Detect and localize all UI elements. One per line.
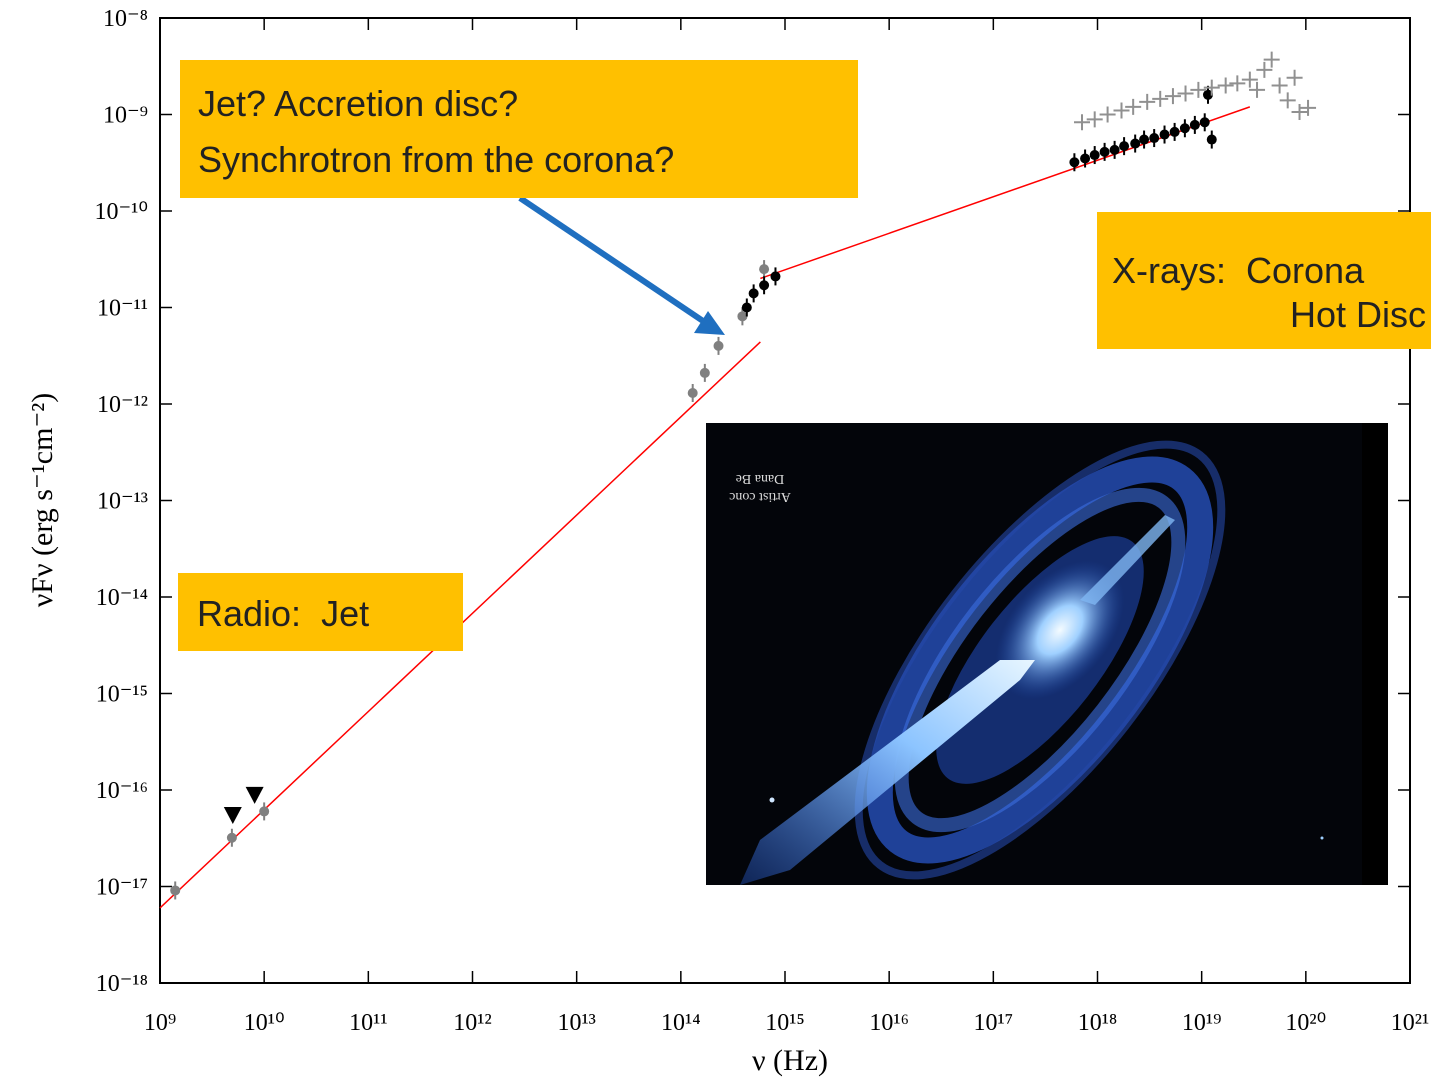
data-point	[749, 288, 759, 298]
x-tick-label: 10¹⁷	[974, 1010, 1014, 1036]
data-point	[1100, 147, 1110, 157]
data-point	[1080, 153, 1090, 163]
y-tick-label: 10⁻¹⁶	[96, 778, 148, 804]
image-credit: Dana Be	[736, 471, 785, 486]
image-edge	[1362, 423, 1388, 885]
y-tick-label: 10⁻¹⁵	[96, 682, 148, 708]
data-point	[1119, 141, 1129, 151]
data-point	[770, 271, 780, 281]
data-point	[1090, 150, 1100, 160]
y-tick-label: 10⁻¹²	[97, 392, 148, 418]
data-point	[170, 885, 180, 895]
annotation-text: X-rays: Corona	[1112, 250, 1365, 291]
data-point	[227, 833, 237, 843]
annotation-text: Synchrotron from the corona?	[198, 139, 674, 180]
data-point	[1069, 157, 1079, 167]
data-point	[759, 264, 769, 274]
y-tick-label: 10⁻¹³	[97, 489, 148, 515]
x-tick-label: 10²⁰	[1285, 1010, 1326, 1036]
annotation-text: Hot Disc	[1290, 294, 1426, 335]
data-point	[742, 303, 752, 313]
y-tick-label: 10⁻¹⁰	[95, 199, 148, 225]
x-tick-label: 10¹⁰	[244, 1010, 285, 1036]
inset-image	[706, 389, 1388, 932]
y-tick-label: 10⁻⁸	[103, 6, 148, 32]
y-axis-label: νFν (erg s⁻¹cm⁻²)	[26, 393, 59, 608]
y-tick-label: 10⁻¹⁴	[96, 585, 148, 611]
data-point	[700, 368, 710, 378]
data-point	[259, 806, 269, 816]
x-axis-label: ν (Hz)	[752, 1044, 828, 1077]
data-point	[1190, 120, 1200, 130]
star	[1321, 837, 1324, 840]
data-point	[1149, 133, 1159, 143]
x-tick-label: 10¹²	[453, 1010, 491, 1036]
annotation-text: Radio: Jet	[197, 593, 369, 634]
x-tick-label: 10¹⁸	[1078, 1010, 1118, 1036]
x-tick-label: 10¹¹	[349, 1010, 387, 1036]
data-point	[688, 388, 698, 398]
data-point	[1207, 135, 1217, 145]
x-tick-label: 10¹⁹	[1182, 1010, 1222, 1036]
data-point	[714, 341, 724, 351]
data-point	[1130, 139, 1140, 149]
x-tick-label: 10⁹	[144, 1010, 176, 1036]
annotation-text: Jet? Accretion disc?	[198, 83, 518, 124]
y-tick-label: 10⁻¹⁸	[96, 971, 148, 997]
x-tick-label: 10¹⁴	[661, 1010, 701, 1036]
y-tick-label: 10⁻¹¹	[97, 296, 148, 322]
image-credit: Artist conc	[729, 489, 791, 504]
data-point	[1110, 145, 1120, 155]
x-tick-label: 10¹³	[557, 1010, 595, 1036]
chart: 10⁹ 10¹⁰ 10¹¹ 10¹² 10¹³ 10¹⁴ 10¹⁵ 10¹⁶ 10¹⁷ 10¹⁸ 1…	[0, 0, 1431, 1084]
data-point	[1170, 127, 1180, 137]
data-point	[1160, 130, 1170, 140]
x-tick-label: 10¹⁶	[869, 1010, 909, 1036]
x-tick-label: 10¹⁵	[765, 1010, 805, 1036]
data-point	[759, 280, 769, 290]
data-point	[1200, 117, 1210, 127]
y-tick-label: 10⁻⁹	[103, 103, 148, 129]
data-point	[1180, 123, 1190, 133]
star	[770, 798, 775, 803]
data-point	[1139, 135, 1149, 145]
y-tick-label: 10⁻¹⁷	[96, 875, 148, 901]
x-tick-label: 10²¹	[1391, 1010, 1429, 1036]
